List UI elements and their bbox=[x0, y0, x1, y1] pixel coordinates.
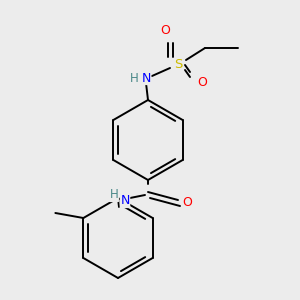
Text: O: O bbox=[160, 25, 170, 38]
Text: O: O bbox=[197, 76, 207, 88]
Text: S: S bbox=[174, 58, 182, 71]
Text: O: O bbox=[182, 196, 192, 208]
Text: H: H bbox=[110, 188, 118, 202]
Text: N: N bbox=[141, 71, 151, 85]
Text: N: N bbox=[120, 194, 130, 208]
Text: H: H bbox=[130, 71, 138, 85]
